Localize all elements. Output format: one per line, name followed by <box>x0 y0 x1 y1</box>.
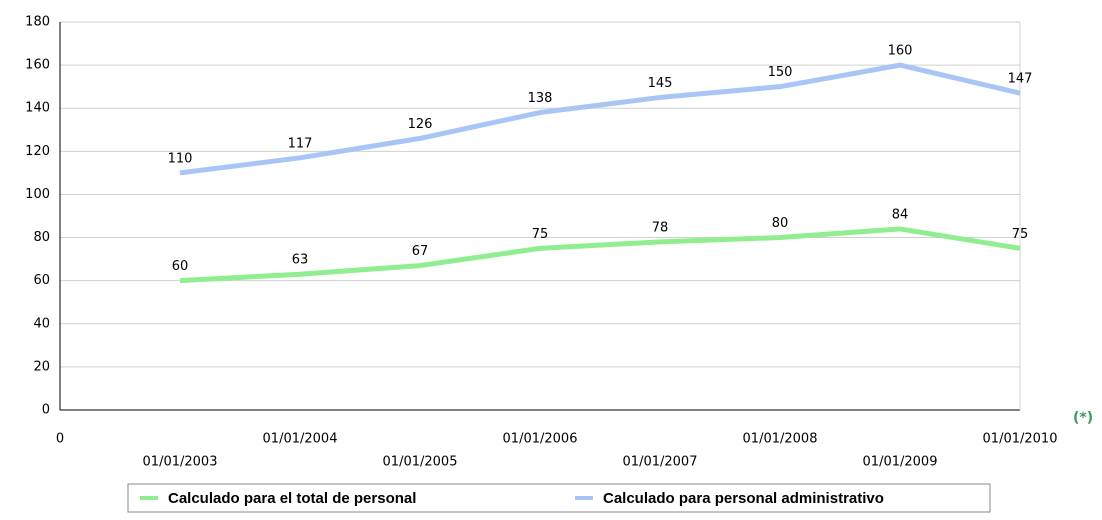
data-label: 75 <box>532 227 549 242</box>
series-line <box>179 226 1021 284</box>
series-line <box>179 62 1021 176</box>
x-tick-label: 0 <box>56 432 64 447</box>
x-tick-label: 01/01/2010 <box>983 432 1058 447</box>
data-label: 147 <box>1008 72 1033 87</box>
data-label: 80 <box>772 216 789 231</box>
x-tick-label: 01/01/2006 <box>503 432 578 447</box>
y-tick-label: 160 <box>25 58 50 73</box>
data-label: 138 <box>528 91 553 106</box>
y-tick-label: 20 <box>33 359 50 374</box>
data-label: 145 <box>648 76 673 91</box>
y-tick-label: 140 <box>25 101 50 116</box>
data-label: 110 <box>168 151 193 166</box>
y-tick-label: 80 <box>33 230 50 245</box>
data-label: 67 <box>412 244 429 259</box>
data-label: 160 <box>888 44 913 59</box>
x-tick-label: 01/01/2009 <box>863 455 938 470</box>
y-tick-label: 40 <box>33 316 50 331</box>
y-tick-label: 100 <box>25 187 50 202</box>
legend-label: Calculado para el total de personal <box>168 490 416 507</box>
x-tick-label: 01/01/2005 <box>383 455 458 470</box>
data-label: 78 <box>652 220 669 235</box>
x-tick-label: 01/01/2007 <box>623 455 698 470</box>
data-label: 126 <box>408 117 433 132</box>
data-label: 84 <box>892 207 909 222</box>
y-tick-label: 60 <box>33 273 50 288</box>
data-label: 75 <box>1012 227 1029 242</box>
y-tick-label: 120 <box>25 144 50 159</box>
data-label: 60 <box>172 259 189 274</box>
data-label: 150 <box>768 65 793 80</box>
x-tick-label: 01/01/2004 <box>263 432 338 447</box>
y-tick-label: 0 <box>42 403 50 418</box>
data-label: 117 <box>288 136 313 151</box>
x-tick-label: 01/01/2003 <box>143 455 218 470</box>
y-tick-label: 180 <box>25 15 50 30</box>
note: (*) <box>1073 410 1093 426</box>
legend-label: Calculado para personal administrativo <box>603 490 884 507</box>
data-label: 63 <box>292 253 309 268</box>
x-tick-label: 01/01/2008 <box>743 432 818 447</box>
legend-box <box>127 483 991 513</box>
